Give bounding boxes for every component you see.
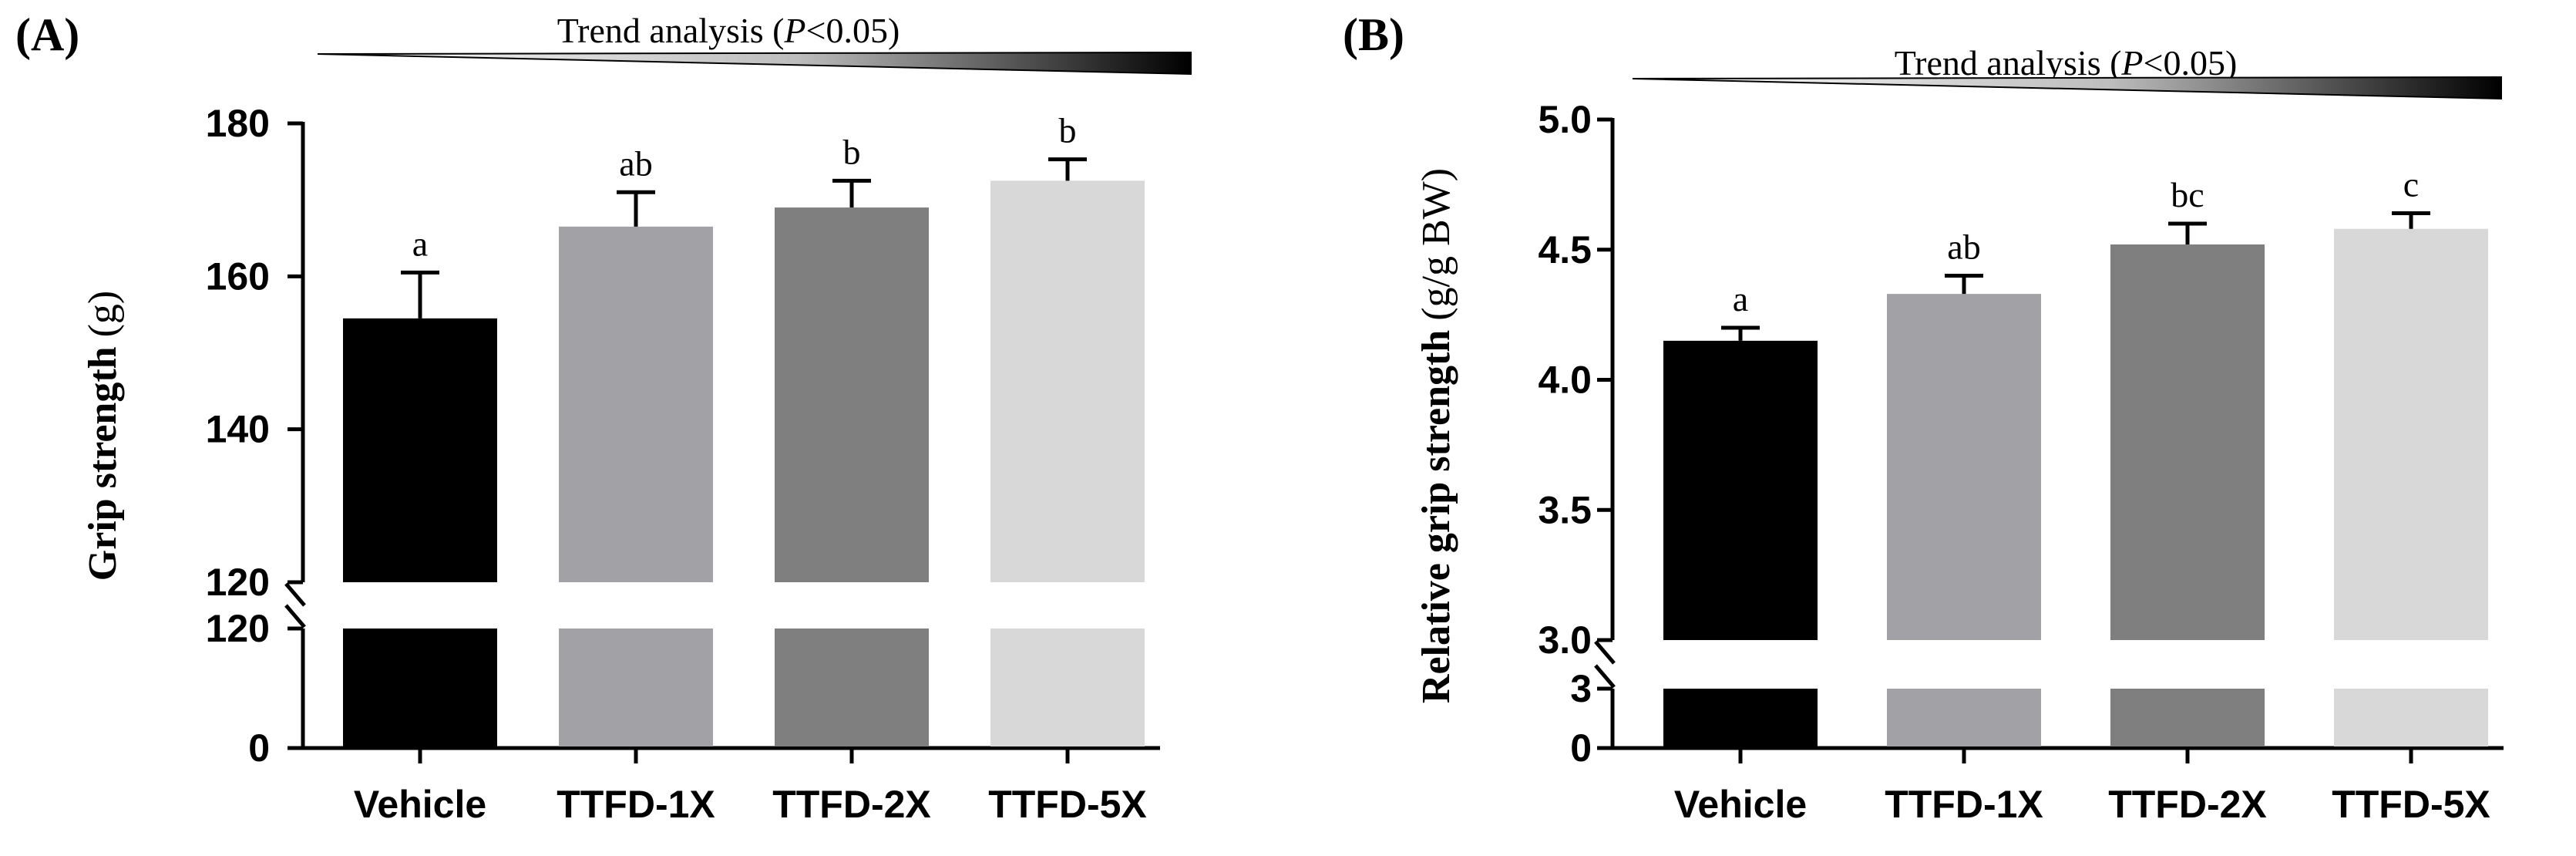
bar-upper-ttfd-1x (1887, 294, 2041, 640)
category-label: Vehicle (354, 783, 486, 826)
bar-lower-ttfd-5x (2334, 689, 2488, 746)
significance-letter: ab (1947, 227, 1980, 267)
significance-letter: c (2403, 165, 2419, 204)
category-label: TTFD-5X (988, 783, 1147, 826)
trend-prefix: Trend analysis ( (557, 11, 785, 50)
y-tick-label: 160 (206, 254, 270, 298)
y-tick-label: 3.5 (1538, 488, 1592, 531)
trend-suffix: <0.05) (806, 11, 900, 50)
trend-p-symbol: P (783, 11, 805, 50)
y-tick-label: 4.0 (1538, 359, 1592, 402)
trend-wedge (1632, 76, 2502, 100)
y-tick-label: 3 (1570, 667, 1592, 710)
y-tick-label: 0 (1570, 726, 1592, 770)
y-tick-label: 0 (248, 726, 270, 770)
trend-analysis-label: Trend analysis (P<0.05) (557, 11, 900, 50)
category-label: TTFD-1X (1885, 783, 2043, 826)
bar-upper-ttfd-5x (990, 180, 1145, 582)
bar-upper-ttfd-2x (775, 207, 929, 582)
bar-lower-ttfd-5x (990, 629, 1145, 746)
y-tick-label: 180 (206, 102, 270, 145)
trend-p-symbol: P (2120, 43, 2143, 83)
y-axis-title: Grip strength (g) (81, 291, 125, 581)
bar-lower-ttfd-2x (775, 629, 929, 746)
bar-lower-ttfd-2x (2110, 689, 2265, 746)
panel-label: (B) (1343, 9, 1404, 60)
y-tick-label: 5.0 (1538, 98, 1592, 141)
bar-upper-ttfd-1x (559, 226, 713, 582)
bar-upper-vehicle (1663, 340, 1818, 640)
trend-analysis-label: Trend analysis (P<0.05) (1895, 43, 2238, 83)
category-label: TTFD-2X (2108, 783, 2267, 826)
category-label: Vehicle (1674, 783, 1807, 826)
bar-lower-vehicle (343, 629, 497, 746)
y-axis-title-text: Grip strength (81, 346, 125, 581)
y-tick-label: 120 (206, 607, 270, 650)
bar-upper-ttfd-5x (2334, 228, 2488, 640)
trend-wedge (317, 51, 1192, 76)
panel-label: (A) (15, 9, 79, 60)
axis-break-mark (284, 604, 306, 629)
bar-lower-ttfd-1x (1887, 689, 2041, 746)
significance-letter: b (843, 132, 861, 171)
category-label: TTFD-1X (557, 783, 715, 826)
trend-suffix: <0.05) (2144, 43, 2238, 83)
y-tick-label: 4.5 (1538, 228, 1592, 271)
significance-letter: a (412, 224, 428, 263)
axis-break-mark (1594, 664, 1616, 689)
bar-upper-ttfd-2x (2110, 244, 2265, 640)
significance-letter: b (1059, 111, 1077, 150)
y-axis-title-unit: (g) (81, 291, 125, 338)
category-label: TTFD-5X (2332, 783, 2490, 826)
chart-panel-a: (A) Trend analysis (P<0.05) 120 140 160 180 0 1… (15, 9, 1192, 826)
category-label: TTFD-2X (772, 783, 931, 826)
y-tick-label: 140 (206, 408, 270, 451)
chart-panel-b: (B) Trend analysis (P<0.05) 3.0 3.5 4.0 4.5 5.… (1343, 9, 2504, 826)
y-axis-title: Relative grip strength (g/g BW) (1414, 168, 1458, 703)
y-axis-title-text: Relative grip strength (1414, 330, 1458, 703)
axis-break-mark (284, 582, 306, 607)
trend-prefix: Trend analysis ( (1895, 43, 2122, 83)
significance-letter: bc (2171, 175, 2204, 214)
significance-letter: a (1733, 279, 1748, 318)
bar-lower-vehicle (1663, 689, 1818, 746)
bar-lower-ttfd-1x (559, 629, 713, 746)
significance-letter: ab (619, 143, 652, 183)
y-tick-label: 3.0 (1538, 618, 1592, 662)
y-tick-label: 120 (206, 561, 270, 604)
bar-upper-vehicle (343, 318, 497, 582)
y-axis-title-unit: (g/g BW) (1414, 168, 1458, 321)
axis-break-mark (1594, 640, 1616, 665)
